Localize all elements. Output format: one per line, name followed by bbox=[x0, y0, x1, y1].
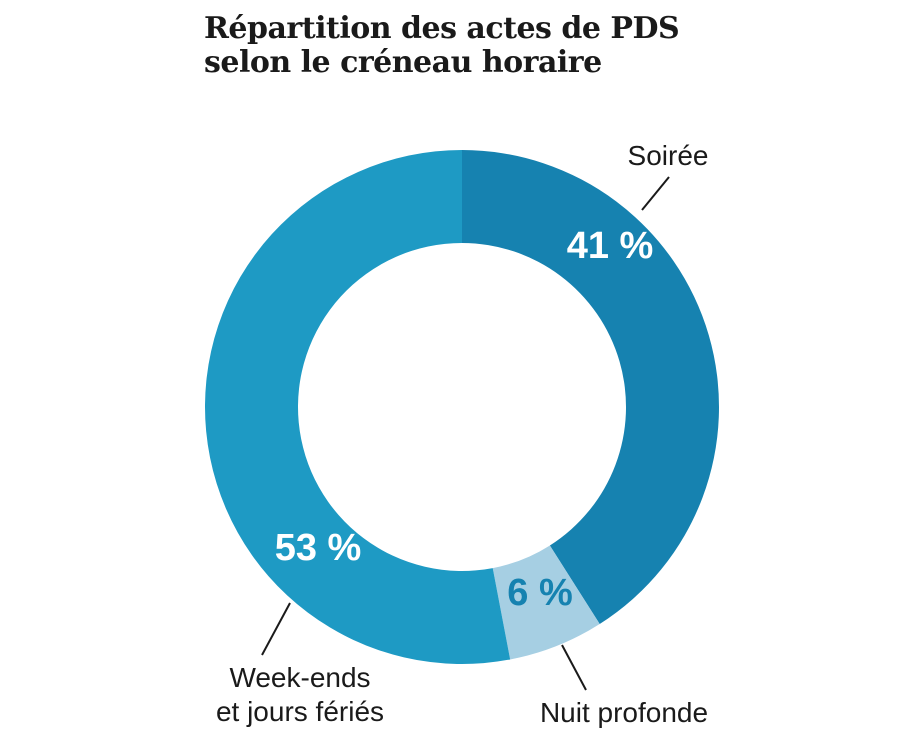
leader-soiree bbox=[641, 176, 670, 211]
value-label-weekend: 53 % bbox=[275, 527, 362, 569]
category-label-weekend: Week-ends et jours fériés bbox=[216, 662, 384, 727]
leader-lines bbox=[261, 176, 670, 691]
slice-soiree bbox=[462, 150, 719, 624]
value-label-soiree: 41 % bbox=[567, 225, 654, 267]
chart-title-line-1: Répartition des actes de PDS bbox=[204, 11, 680, 46]
value-labels: 41 % 6 % 53 % bbox=[275, 225, 654, 614]
leader-nuit bbox=[561, 644, 587, 691]
slice-nuit bbox=[492, 545, 600, 660]
chart-title: Répartition des actes de PDS selon le cr… bbox=[204, 11, 680, 80]
chart-title-line-2: selon le créneau horaire bbox=[204, 45, 602, 80]
category-labels: Soirée Nuit profonde Week-ends et jours fér… bbox=[216, 140, 709, 728]
category-label-nuit: Nuit profonde bbox=[540, 697, 708, 728]
donut-slices bbox=[205, 150, 719, 664]
value-label-nuit: 6 % bbox=[507, 572, 572, 614]
leader-weekend bbox=[261, 602, 291, 656]
slice-weekend bbox=[205, 150, 511, 664]
category-label-soiree: Soirée bbox=[628, 140, 709, 171]
